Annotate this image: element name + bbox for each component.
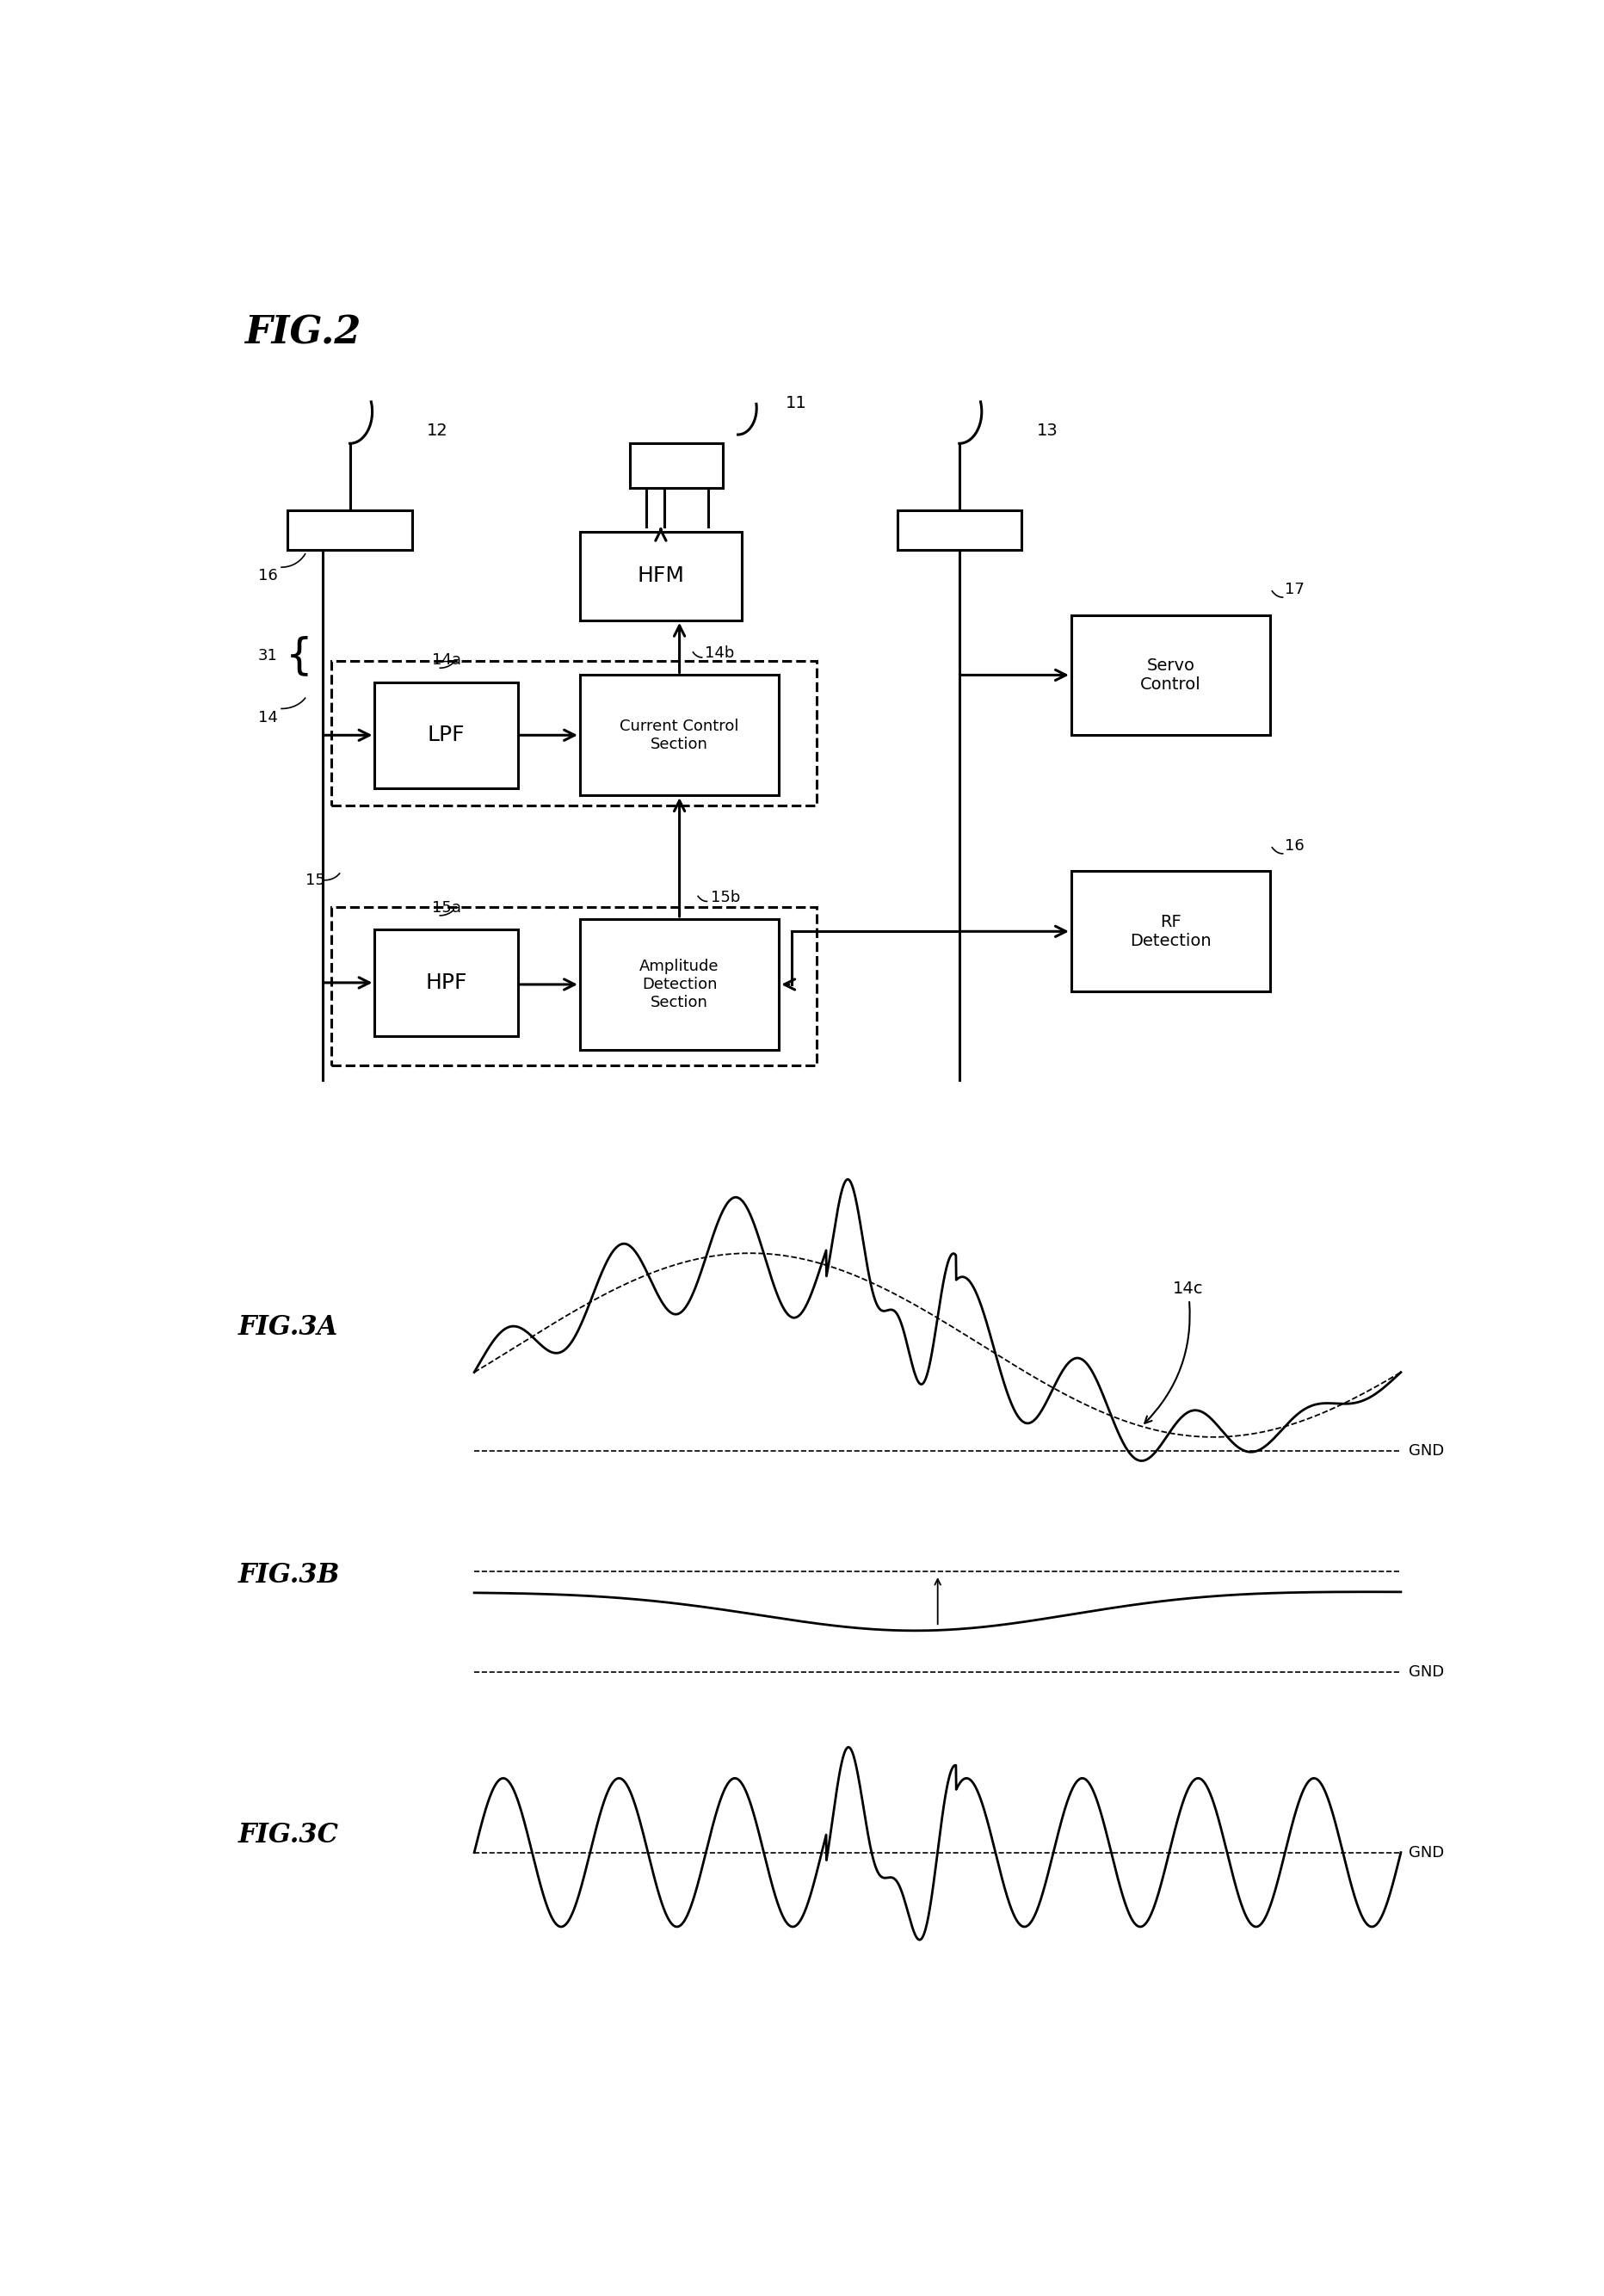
Text: 12: 12 [427,422,448,439]
Text: 15a: 15a [431,900,460,916]
Text: 14c: 14c [1144,1281,1203,1424]
Text: {: { [286,636,313,677]
Text: 31: 31 [258,647,277,664]
Text: HFM: HFM [637,565,683,585]
Bar [330,907,816,1065]
Text: 11: 11 [784,395,807,411]
Text: 14b: 14b [704,645,733,661]
Bar [629,443,722,487]
Bar [897,510,1020,549]
Bar [579,918,778,1049]
Text: 15b: 15b [711,889,739,905]
Bar [375,930,518,1035]
Text: GND: GND [1408,1665,1444,1681]
Text: Amplitude
Detection
Section: Amplitude Detection Section [640,960,719,1010]
Bar [1071,870,1270,992]
Text: FIG.2: FIG.2 [244,315,361,351]
Text: HPF: HPF [425,974,467,992]
Text: 14: 14 [258,709,277,726]
Text: 14a: 14a [431,652,460,668]
Text: FIG.3B: FIG.3B [237,1561,340,1589]
Text: GND: GND [1408,1844,1444,1860]
Bar [579,533,741,620]
Text: RF
Detection: RF Detection [1129,914,1211,948]
Text: FIG.3A: FIG.3A [237,1313,338,1341]
Bar [330,661,816,806]
Text: Current Control
Section: Current Control Section [619,719,739,751]
Bar [1071,615,1270,735]
Text: LPF: LPF [427,726,465,746]
Text: 13: 13 [1036,422,1057,439]
Bar [579,675,778,794]
Text: FIG.3C: FIG.3C [237,1821,338,1848]
Text: 17: 17 [1285,581,1304,597]
Bar [287,510,412,549]
Text: 16: 16 [258,569,277,583]
Text: 15: 15 [305,872,324,889]
Bar [375,682,518,788]
Text: GND: GND [1408,1444,1444,1458]
Text: Servo
Control: Servo Control [1140,657,1200,693]
Text: 16: 16 [1285,838,1304,854]
